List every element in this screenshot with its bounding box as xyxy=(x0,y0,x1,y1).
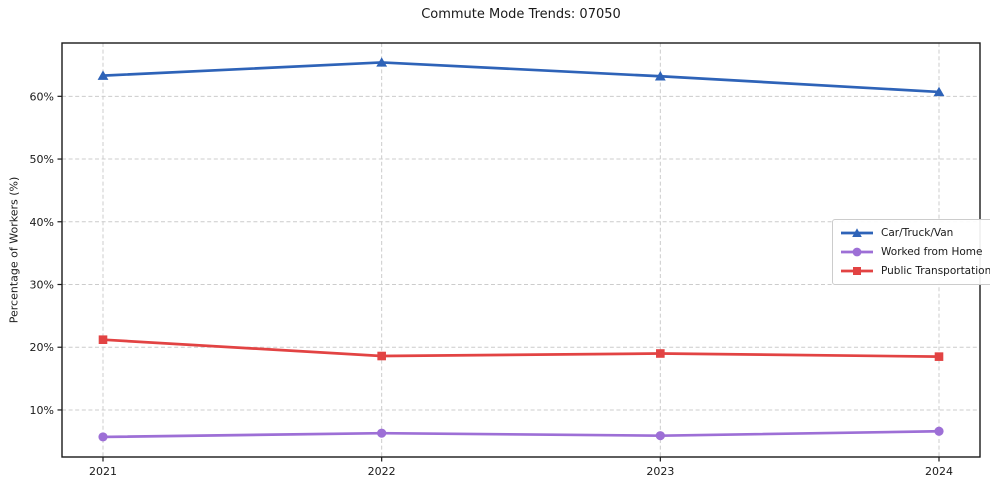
y-tick-label: 20% xyxy=(30,341,54,354)
data-point-marker xyxy=(377,351,386,361)
data-point-marker xyxy=(934,352,944,361)
legend-label: Car/Truck/Van xyxy=(881,227,954,239)
y-tick-label: 30% xyxy=(30,279,54,292)
series-line-triangle xyxy=(101,61,941,94)
data-point-marker xyxy=(376,57,388,67)
legend-item: Public Transportation xyxy=(840,263,990,279)
legend-triangle-marker-icon xyxy=(841,228,873,237)
data-point-marker xyxy=(933,86,945,97)
y-tick-label: 50% xyxy=(30,153,54,166)
x-tick-label: 2021 xyxy=(89,465,117,478)
legend-item: Worked from Home xyxy=(840,244,990,260)
data-point-marker xyxy=(934,426,944,436)
y-tick-label: 60% xyxy=(30,90,54,103)
data-point-marker xyxy=(655,431,665,441)
x-tick-label: 2023 xyxy=(646,465,674,478)
legend: Car/Truck/Van Worked from Home Public Tran… xyxy=(832,219,990,285)
legend-label: Worked from Home xyxy=(881,246,983,258)
data-point-marker xyxy=(377,428,387,438)
legend-square-marker-icon xyxy=(841,267,873,275)
chart-title: Commute Mode Trends: 07050 xyxy=(421,7,621,22)
series-line-circle xyxy=(101,429,941,439)
x-tick-label: 2024 xyxy=(925,465,953,478)
data-point-marker xyxy=(656,349,665,358)
data-point-marker xyxy=(97,70,109,80)
y-tick-label: 40% xyxy=(30,216,54,229)
x-tick-label: 2022 xyxy=(368,465,396,478)
legend-item: Car/Truck/Van xyxy=(840,225,990,241)
data-point-marker xyxy=(654,71,666,81)
data-point-marker xyxy=(98,335,108,344)
data-point-marker xyxy=(98,432,108,442)
legend-label: Public Transportation xyxy=(881,265,990,277)
y-tick-label: 10% xyxy=(30,404,54,417)
series-line-square xyxy=(101,338,941,358)
legend-circle-marker-icon xyxy=(841,247,873,257)
